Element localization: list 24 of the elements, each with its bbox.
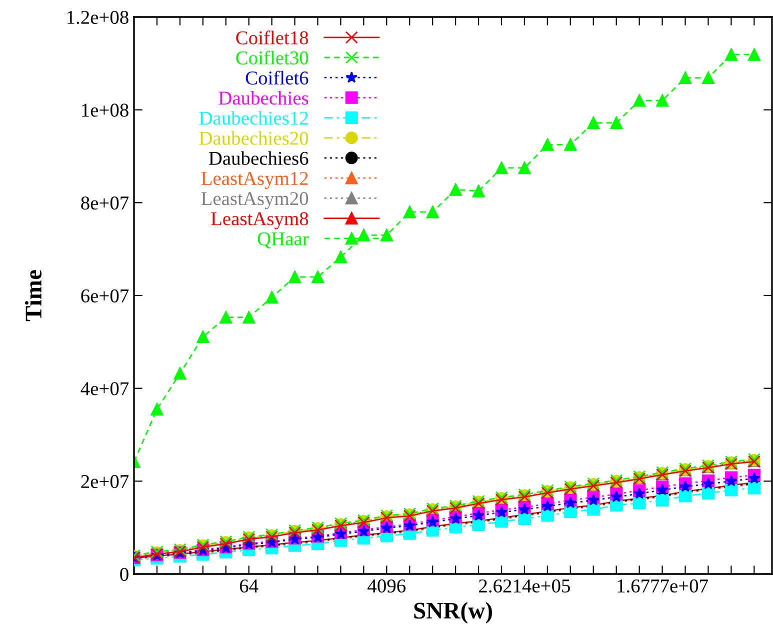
legend-label: LeastAsym12 [201,172,308,190]
legend-label: Coiflet30 [236,50,308,64]
y-tick-label: 8e+07 [81,196,129,210]
y-tick-label: 2e+07 [81,474,129,488]
legend-label: Daubechies20 [199,131,308,145]
legend-label: Coiflet18 [236,30,308,44]
legend-label: LeastAsym20 [201,192,308,210]
y-tick-label: 0 [120,568,128,581]
legend-label: Daubechies [218,90,308,105]
legend-label: Daubechies12 [199,111,308,125]
legend-label: LeastAsym8 [211,212,308,230]
y-tick-label: 4e+07 [80,382,129,396]
x-tick-label: 64 [240,579,258,593]
x-tick-label: 4096 [368,579,406,593]
legend-label: QHaar [258,232,309,248]
x-tick-label: 2.6214e+05 [479,579,570,593]
x-axis-title: SNR(w) [414,602,492,624]
y-tick-label: 6e+07 [81,289,129,302]
y-tick-label: 1.2e+08 [68,10,128,24]
y-tick-label: 1e+08 [82,104,128,117]
x-tick-label: 1.6777e+07 [618,579,708,593]
legend-label: Daubechies6 [208,151,308,165]
legend-label: Coiflet6 [246,70,308,85]
y-axis-title: Time [24,270,42,322]
